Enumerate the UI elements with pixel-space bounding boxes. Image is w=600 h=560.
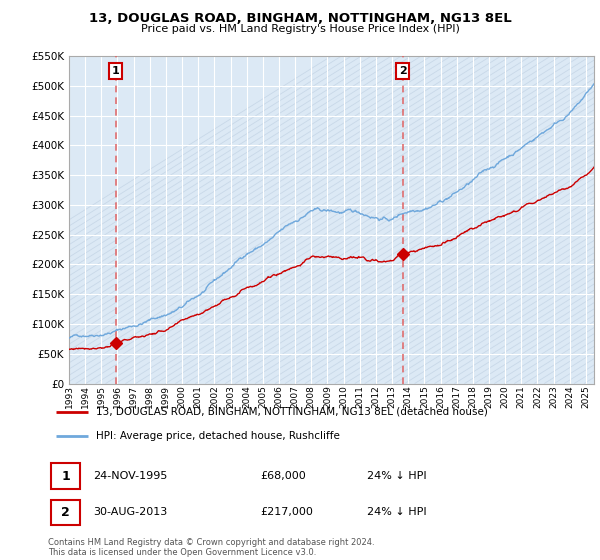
Text: £217,000: £217,000 [260,507,313,517]
Text: 13, DOUGLAS ROAD, BINGHAM, NOTTINGHAM, NG13 8EL (detached house): 13, DOUGLAS ROAD, BINGHAM, NOTTINGHAM, N… [96,407,488,417]
Text: 13, DOUGLAS ROAD, BINGHAM, NOTTINGHAM, NG13 8EL: 13, DOUGLAS ROAD, BINGHAM, NOTTINGHAM, N… [89,12,511,25]
Text: Price paid vs. HM Land Registry's House Price Index (HPI): Price paid vs. HM Land Registry's House … [140,24,460,34]
Text: 2: 2 [399,66,407,76]
FancyBboxPatch shape [50,500,80,525]
Text: 24% ↓ HPI: 24% ↓ HPI [367,472,426,482]
Text: 24-NOV-1995: 24-NOV-1995 [93,472,167,482]
Text: Contains HM Land Registry data © Crown copyright and database right 2024.
This d: Contains HM Land Registry data © Crown c… [48,538,374,557]
Text: 24% ↓ HPI: 24% ↓ HPI [367,507,426,517]
Text: 2: 2 [61,506,70,519]
Text: 1: 1 [112,66,120,76]
Text: £68,000: £68,000 [260,472,306,482]
Text: HPI: Average price, detached house, Rushcliffe: HPI: Average price, detached house, Rush… [96,431,340,441]
Text: 30-AUG-2013: 30-AUG-2013 [93,507,167,517]
Text: 1: 1 [61,470,70,483]
FancyBboxPatch shape [50,464,80,489]
